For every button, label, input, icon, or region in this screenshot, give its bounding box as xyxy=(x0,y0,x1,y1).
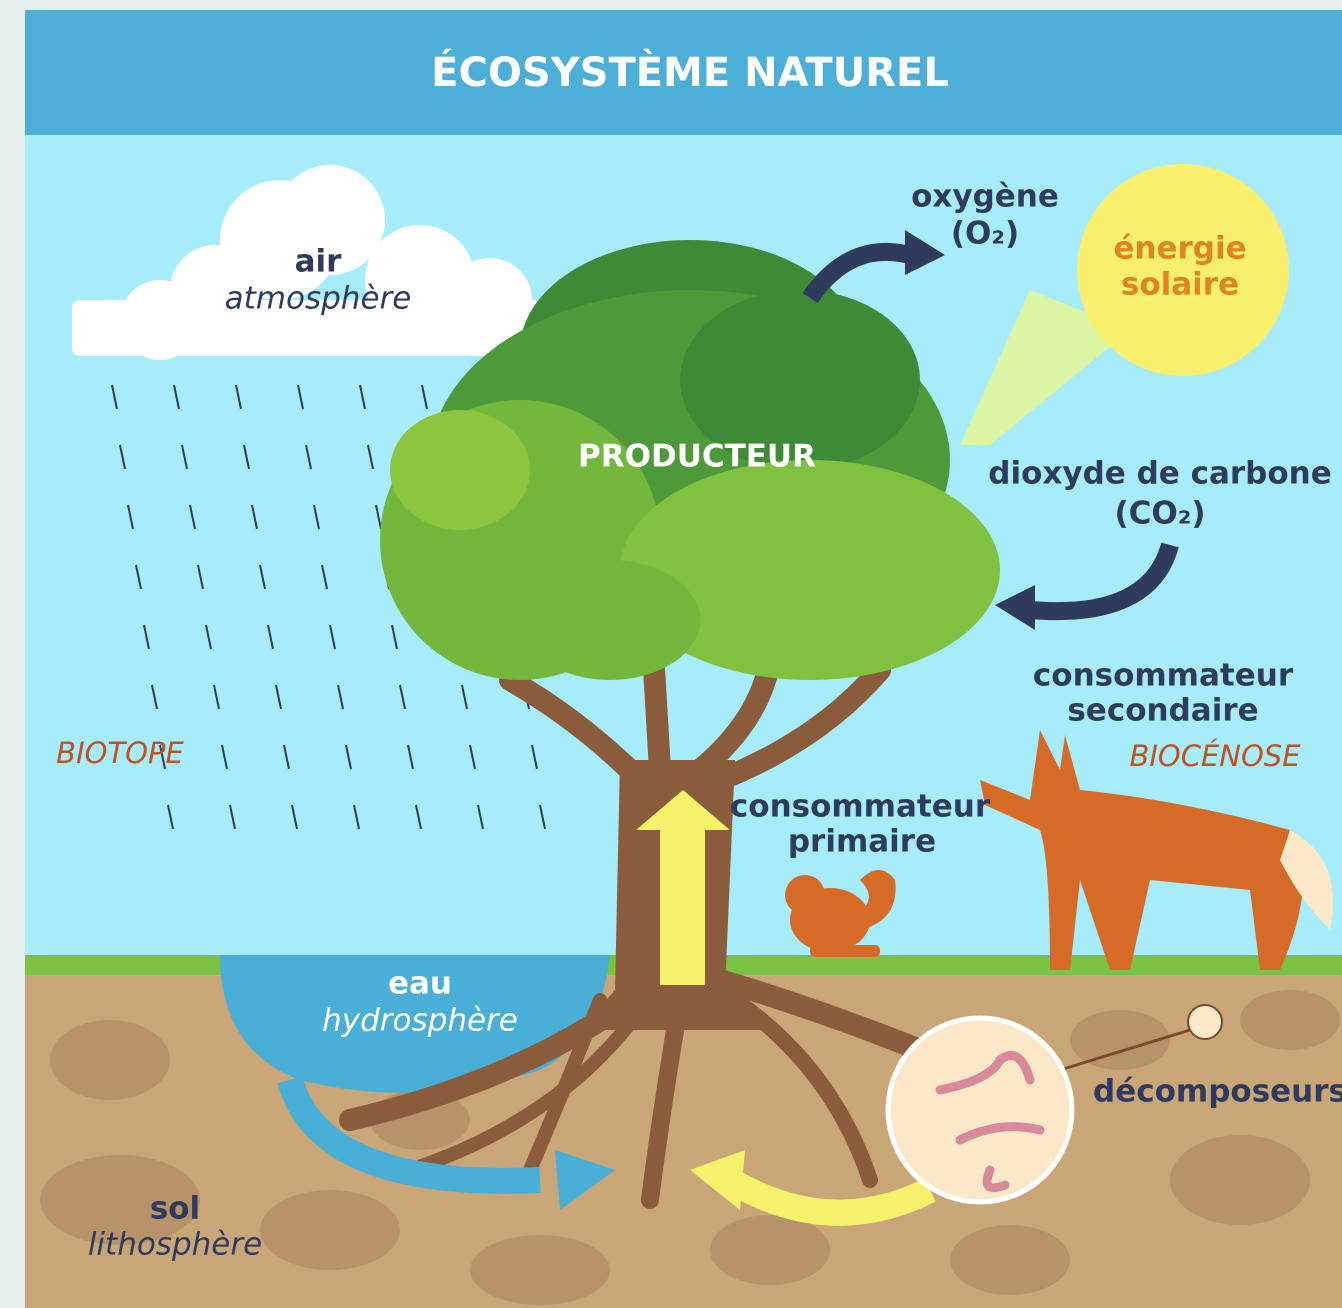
oxygen-label: (O₂) xyxy=(951,216,1019,252)
biotope-label: BIOTOPE xyxy=(56,736,184,770)
secondary-label: consommateur xyxy=(1033,658,1294,694)
co2-label: dioxyde de carbone xyxy=(988,456,1332,492)
sun-label: énergie xyxy=(1113,231,1246,267)
water-label: eau xyxy=(388,966,452,1002)
biocenose-label: BIOCÉNOSE xyxy=(1129,739,1301,773)
soil-sub: lithosphère xyxy=(88,1227,262,1263)
sun-label: solaire xyxy=(1121,267,1239,303)
decomposer-zoom xyxy=(888,1018,1072,1202)
air-label: air xyxy=(295,244,343,280)
soil-label: sol xyxy=(150,1191,200,1227)
secondary-label: secondaire xyxy=(1067,693,1258,729)
diagram: ÉCOSYSTÈME NATUREL air atmosphère énergi… xyxy=(0,0,1342,1308)
water-sub: hydrosphère xyxy=(322,1003,518,1039)
oxygen-label: oxygène xyxy=(911,179,1059,215)
primary-label: primaire xyxy=(788,824,936,860)
producer-label: PRODUCTEUR xyxy=(578,439,816,475)
air-sub: atmosphère xyxy=(225,281,412,317)
title: ÉCOSYSTÈME NATUREL xyxy=(431,48,949,96)
co2-label: (CO₂) xyxy=(1114,496,1205,532)
primary-label: consommateur xyxy=(730,789,991,825)
decomposers-label: décomposeurs xyxy=(1093,1074,1342,1110)
bacteria-zoom xyxy=(1188,1005,1222,1039)
